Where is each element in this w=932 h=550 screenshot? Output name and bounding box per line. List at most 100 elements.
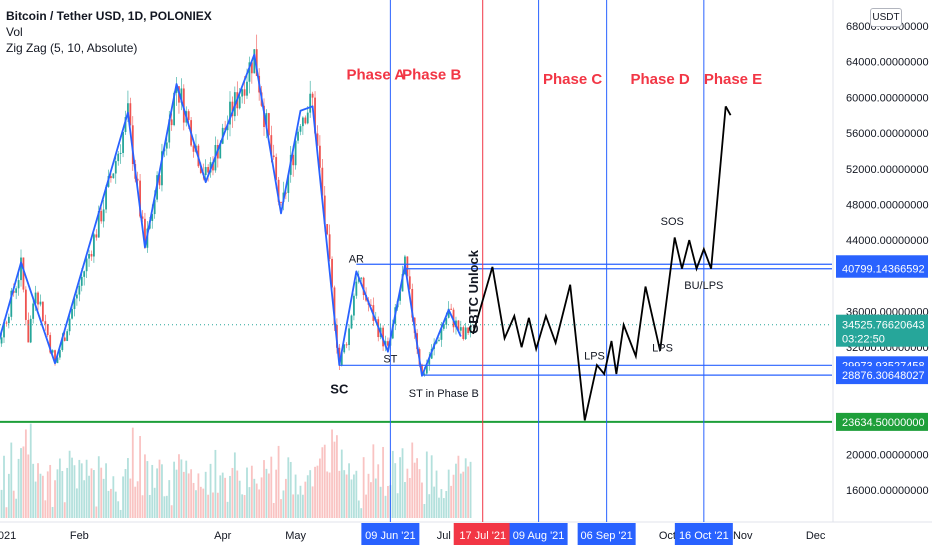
volume-bar — [275, 469, 278, 518]
candle-body — [340, 352, 343, 366]
price-label-text: 23634.50000000 — [842, 417, 925, 429]
volume-bar — [233, 452, 236, 518]
volume-bar — [455, 463, 457, 518]
volume-bar — [93, 470, 95, 518]
candle-body — [110, 176, 112, 179]
volume-bar — [418, 469, 421, 518]
volume-bar — [435, 470, 438, 518]
candle-body — [348, 328, 350, 346]
volume-bar — [287, 457, 290, 518]
candle-body — [63, 337, 66, 341]
volume-bar — [229, 475, 231, 518]
wyckoff-annotation: SC — [330, 382, 349, 397]
volume-bar — [452, 474, 455, 518]
volume-bar — [387, 485, 389, 518]
volume-bar — [238, 480, 241, 518]
wyckoff-annotation: ST — [383, 353, 397, 365]
volume-bar — [331, 429, 333, 518]
volume-bar — [270, 456, 273, 518]
time-tick-label: Oct — [659, 530, 676, 542]
volume-bar — [34, 481, 37, 518]
volume-bar — [316, 465, 319, 518]
candle-body — [124, 117, 127, 132]
candle-body — [301, 117, 304, 127]
volume-bar — [156, 468, 158, 518]
volume-bar — [379, 486, 382, 518]
candle-body — [314, 97, 316, 134]
volume-bar — [411, 442, 414, 518]
volume-bar — [15, 498, 18, 518]
candle-body — [5, 322, 8, 324]
phase-label: Phase A — [346, 67, 405, 84]
volume-bar — [214, 449, 217, 518]
legend-zigzag-indicator[interactable]: Zig Zag (5, 10, Absolute) — [6, 41, 138, 55]
candle-body — [24, 289, 27, 320]
volume-bar — [110, 488, 112, 518]
volume-bar — [61, 470, 64, 518]
candle-body — [399, 291, 401, 301]
volume-bar — [467, 466, 470, 518]
price-tick-label: 20000.00000000 — [846, 449, 929, 461]
volume-bar — [144, 454, 146, 518]
date-marker-label: 06 Sep '21 — [581, 530, 633, 542]
candle-body — [117, 153, 120, 162]
volume-bar — [272, 502, 275, 518]
candle-body — [153, 199, 156, 215]
candle-body — [212, 162, 214, 171]
candle-body — [46, 324, 49, 336]
volume-bar — [304, 481, 307, 518]
volume-bar — [462, 471, 465, 518]
candle-body — [467, 327, 470, 334]
candle-body — [141, 216, 144, 219]
volume-bar — [469, 461, 472, 518]
candle-body — [440, 328, 443, 340]
candle-body — [51, 350, 54, 353]
candle-body — [333, 287, 336, 325]
candle-body — [83, 271, 86, 277]
candle-body — [238, 96, 241, 109]
volume-bar — [37, 463, 39, 518]
candle-body — [272, 155, 275, 158]
volume-bar — [22, 446, 25, 518]
volume-bar — [442, 498, 445, 518]
volume-bar — [202, 488, 205, 518]
candle-body — [80, 276, 83, 286]
price-tick-label: 48000.00000000 — [846, 199, 929, 211]
currency-button[interactable]: USDT — [870, 8, 902, 27]
candle-body — [93, 234, 95, 257]
volume-bar — [83, 480, 86, 518]
candle-body — [370, 304, 372, 306]
volume-bar — [102, 478, 105, 518]
candle-body — [54, 350, 56, 364]
candle-body — [61, 337, 64, 351]
volume-bar — [328, 472, 331, 518]
date-marker-box — [509, 523, 568, 545]
volume-bar — [192, 482, 195, 518]
volume-bar — [277, 445, 280, 518]
candle-body — [292, 154, 295, 166]
time-tick-label: May — [285, 530, 306, 542]
volume-bar — [95, 506, 98, 518]
volume-bar — [433, 486, 436, 518]
legend-volume-indicator[interactable]: Vol — [6, 25, 23, 39]
volume-bar — [49, 464, 52, 518]
volume-bar — [250, 465, 253, 518]
date-marker-box — [674, 523, 733, 545]
volume-bar — [187, 473, 190, 518]
volume-bar — [464, 458, 467, 518]
time-tick-label: Feb — [70, 530, 89, 542]
volume-bar — [105, 463, 107, 518]
candle-body — [100, 210, 103, 222]
volume-bar — [182, 471, 185, 518]
candle-body — [459, 327, 462, 331]
candle-body — [97, 210, 100, 238]
volume-bar — [258, 489, 261, 518]
price-tick-label: 56000.00000000 — [846, 128, 929, 140]
volume-bar — [32, 463, 35, 518]
wyckoff-annotation: BU/LPS — [684, 280, 723, 292]
candle-body — [76, 294, 78, 299]
candle-body — [10, 290, 13, 317]
volume-bar — [294, 474, 297, 518]
candle-body — [316, 133, 319, 146]
